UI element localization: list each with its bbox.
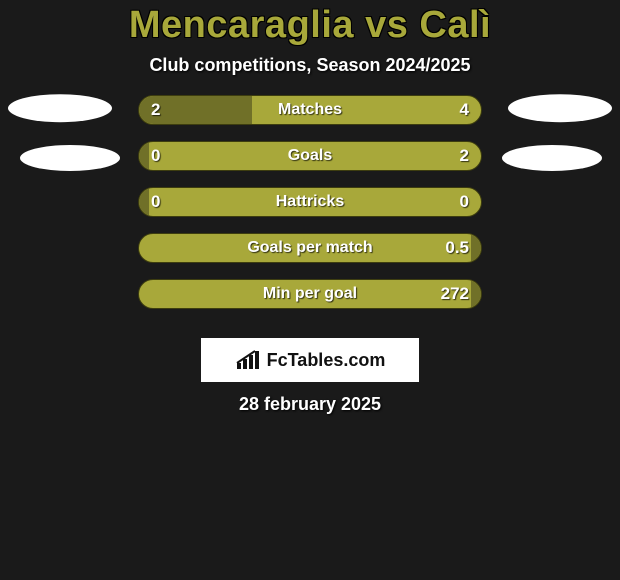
brand-label: FcTables.com [267, 350, 386, 371]
player-marker-right [502, 145, 602, 171]
stat-label: Hattricks [139, 188, 481, 216]
page-title: Mencaraglia vs Calì [0, 4, 620, 47]
date-label: 28 february 2025 [0, 394, 620, 415]
subtitle: Club competitions, Season 2024/2025 [0, 55, 620, 76]
stat-label: Matches [139, 96, 481, 124]
comparison-row: 272Min per goal [0, 286, 620, 332]
stat-label: Goals per match [139, 234, 481, 262]
stat-bar: 24Matches [138, 95, 482, 125]
comparison-infographic: Mencaraglia vs Calì Club competitions, S… [0, 0, 620, 580]
stat-label: Goals [139, 142, 481, 170]
brand-box: FcTables.com [201, 338, 419, 382]
stat-bar: 0.5Goals per match [138, 233, 482, 263]
player-marker-right [508, 94, 612, 122]
chart-icon [235, 349, 261, 371]
player-marker-left [8, 94, 112, 122]
player-marker-left [20, 145, 120, 171]
stat-bar: 02Goals [138, 141, 482, 171]
stat-bar: 272Min per goal [138, 279, 482, 309]
comparison-rows: 24Matches02Goals00Hattricks0.5Goals per … [0, 102, 620, 332]
stat-bar: 00Hattricks [138, 187, 482, 217]
stat-label: Min per goal [139, 280, 481, 308]
